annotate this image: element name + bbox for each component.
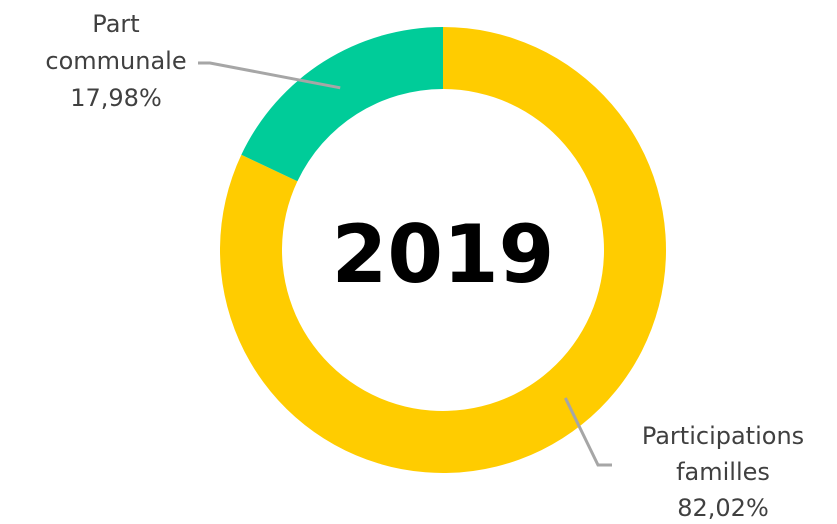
slice-label-percent: 82,02% xyxy=(677,494,769,522)
label-part-communale: Part communale 17,98% xyxy=(45,10,186,112)
slice-label-name-line-2: familles xyxy=(676,458,770,486)
slice-label-name-line-2: communale xyxy=(45,47,186,75)
donut-slices xyxy=(220,27,666,473)
slice-label-name-line-1: Part xyxy=(92,10,139,38)
leader-lines xyxy=(198,61,612,467)
slice-label-name-line-1: Participations xyxy=(642,422,804,450)
label-participations-familles: Participations familles 82,02% xyxy=(642,422,804,522)
donut-slice-1 xyxy=(241,27,443,182)
slice-label-percent: 17,98% xyxy=(70,84,162,112)
center-year-label: 2019 xyxy=(332,208,555,301)
leader-line-part-communale xyxy=(198,61,341,90)
leader-line-participations-familles xyxy=(564,397,612,467)
